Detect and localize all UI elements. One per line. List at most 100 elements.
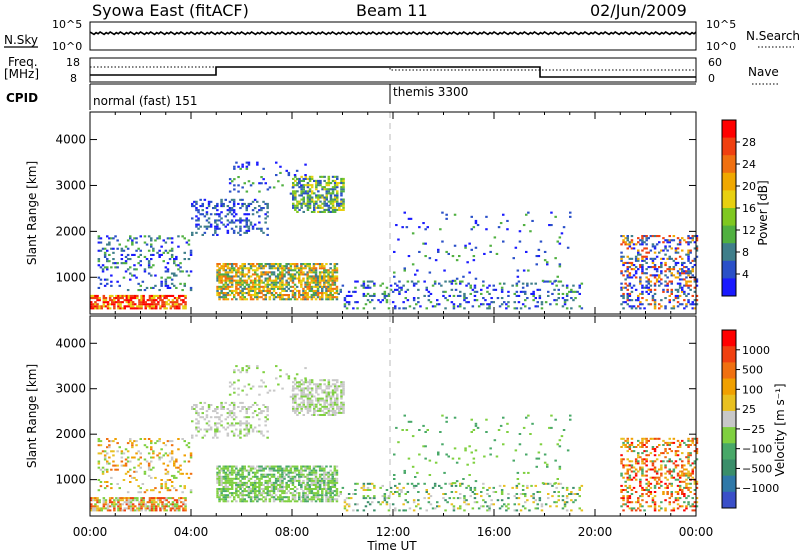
heatmap-cell — [260, 466, 263, 468]
heatmap-cell — [664, 281, 667, 283]
heatmap-cell — [336, 404, 339, 406]
heatmap-cell — [264, 213, 267, 215]
heatmap-cell — [273, 288, 276, 290]
heatmap-cell — [233, 388, 236, 390]
heatmap-cell — [503, 301, 506, 303]
heatmap-cell — [117, 299, 120, 301]
cpid-program-2: themis 3300 — [393, 85, 468, 99]
heatmap-cell — [145, 503, 148, 505]
heatmap-cell — [334, 486, 337, 488]
heatmap-cell — [629, 477, 632, 479]
heatmap-cell — [106, 250, 109, 252]
heatmap-cell — [248, 278, 251, 280]
heatmap-cell — [338, 495, 341, 497]
heatmap-cell — [664, 264, 667, 266]
heatmap-cell — [110, 285, 113, 287]
heatmap-cell — [116, 442, 119, 444]
heatmap-cell — [309, 466, 312, 468]
heatmap-cell — [231, 431, 234, 433]
heatmap-cell — [244, 296, 247, 298]
heatmap-cell — [214, 232, 217, 234]
heatmap-cell — [526, 487, 529, 489]
heatmap-cell — [468, 474, 471, 476]
heatmap-cell — [214, 230, 217, 232]
heatmap-cell — [367, 299, 370, 301]
heatmap-cell — [444, 509, 447, 511]
heatmap-cell — [256, 164, 259, 166]
heatmap-cell — [474, 489, 477, 491]
heatmap-cell — [342, 178, 345, 180]
heatmap-cell — [631, 258, 634, 260]
heatmap-cell — [464, 449, 467, 451]
heatmap-cell — [165, 485, 168, 487]
heatmap-cell — [373, 283, 376, 285]
heatmap-cell — [629, 446, 632, 448]
heatmap-cell — [233, 294, 236, 296]
heatmap-cell — [622, 497, 625, 499]
heatmap-cell — [313, 408, 316, 410]
heatmap-cell — [208, 408, 211, 410]
heatmap-cell — [662, 241, 665, 243]
heatmap-cell — [467, 485, 470, 487]
heatmap-cell — [210, 213, 213, 215]
heatmap-cell — [218, 294, 221, 296]
heatmap-cell — [560, 483, 563, 485]
heatmap-cell — [288, 474, 291, 476]
heatmap-cell — [184, 258, 187, 260]
heatmap-cell — [130, 501, 133, 503]
heatmap-cell — [300, 486, 303, 488]
heatmap-cell — [683, 307, 686, 309]
heatmap-cell — [159, 499, 162, 501]
heatmap-cell — [342, 209, 345, 211]
heatmap-cell — [398, 293, 401, 295]
heatmap-cell — [227, 224, 230, 226]
heatmap-cell — [296, 387, 299, 389]
heatmap-cell — [369, 287, 372, 289]
heatmap-cell — [252, 404, 255, 406]
heatmap-cell — [650, 250, 653, 252]
heatmap-cell — [319, 484, 322, 486]
heatmap-cell — [485, 216, 488, 218]
heatmap-cell — [227, 205, 230, 207]
heatmap-cell — [641, 258, 644, 260]
heatmap-cell — [140, 467, 143, 469]
heatmap-cell — [216, 492, 219, 494]
heatmap-cell — [354, 489, 357, 491]
heatmap-cell — [637, 250, 640, 252]
heatmap-cell — [637, 268, 640, 270]
heatmap-cell — [417, 301, 420, 303]
heatmap-cell — [260, 412, 263, 414]
heatmap-cell — [624, 503, 627, 505]
heatmap-cell — [424, 255, 427, 257]
heatmap-cell — [98, 467, 101, 469]
heatmap-cell — [294, 269, 297, 271]
heatmap-cell — [633, 487, 636, 489]
heatmap-cell — [202, 416, 205, 418]
heatmap-cell — [645, 268, 648, 270]
velocity-heatmap — [90, 365, 698, 511]
heatmap-cell — [163, 463, 166, 465]
heatmap-cell — [298, 292, 301, 294]
heatmap-cell — [173, 475, 176, 477]
heatmap-cell — [377, 501, 380, 503]
heatmap-cell — [160, 483, 163, 485]
heatmap-cell — [178, 307, 181, 309]
heatmap-cell — [163, 442, 166, 444]
heatmap-cell — [129, 235, 132, 237]
heatmap-cell — [256, 476, 259, 478]
heatmap-cell — [451, 301, 454, 303]
heatmap-cell — [453, 507, 456, 509]
heatmap-cell — [664, 262, 667, 264]
heatmap-cell — [127, 248, 129, 250]
heatmap-cell — [181, 235, 184, 237]
heatmap-cell — [511, 487, 514, 489]
heatmap-cell — [227, 468, 230, 470]
heatmap-cell — [558, 289, 561, 291]
heatmap-cell — [101, 307, 104, 309]
heatmap-cell — [304, 367, 307, 369]
heatmap-cell — [539, 497, 542, 499]
heatmap-cell — [204, 232, 207, 234]
heatmap-cell — [422, 222, 425, 224]
heatmap-cell — [184, 307, 187, 309]
heatmap-cell — [566, 489, 569, 491]
